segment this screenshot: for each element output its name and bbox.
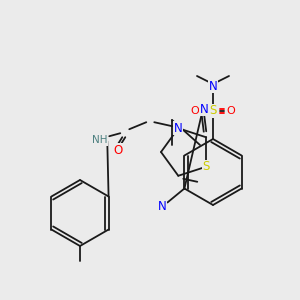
Text: N: N: [200, 103, 208, 116]
Text: O: O: [190, 106, 200, 116]
Text: O: O: [226, 106, 236, 116]
Text: S: S: [202, 160, 210, 173]
Text: N: N: [174, 122, 183, 135]
Text: O: O: [114, 144, 123, 157]
Text: S: S: [209, 104, 217, 118]
Text: N: N: [158, 200, 167, 213]
Text: NH: NH: [92, 135, 107, 145]
Text: N: N: [208, 80, 217, 92]
